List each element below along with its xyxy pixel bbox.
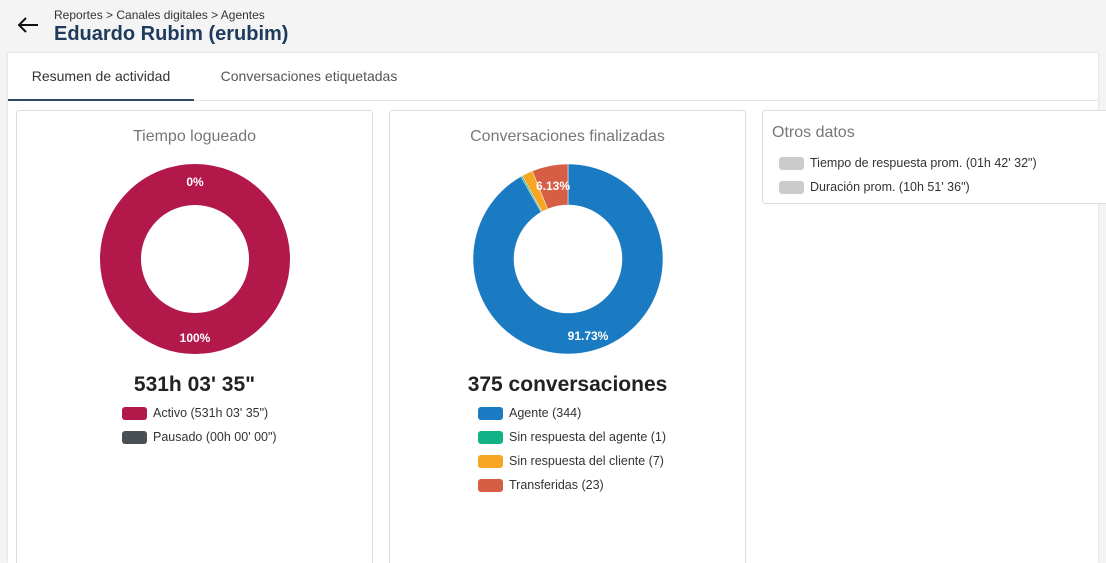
legend-swatch-no-client-response	[478, 454, 503, 468]
legend-swatch-active	[122, 406, 147, 420]
legend-label-agent: Agente (344)	[509, 406, 582, 420]
tab-bar: Resumen de actividad Conversaciones etiq…	[8, 53, 1098, 101]
conversations-title: Conversaciones finalizadas	[470, 128, 665, 145]
logged-time-legend: Activo (531h 03' 35") Pausado (00h 00' 0…	[122, 401, 277, 449]
tab-activity-summary[interactable]: Resumen de actividad	[8, 53, 194, 101]
legend-swatch-paused	[122, 430, 147, 444]
tab-tagged-conversations[interactable]: Conversaciones etiquetadas	[220, 68, 398, 84]
logged-time-card: Tiempo logueado 100% 0% 531h 03' 35" Acti…	[16, 110, 373, 563]
legend-label-active: Activo (531h 03' 35")	[153, 406, 269, 420]
back-arrow-icon[interactable]	[14, 12, 42, 38]
legend-label-transferred: Transferidas (23)	[509, 478, 604, 492]
other-swatch-duration	[779, 180, 804, 194]
legend-swatch-no-agent-response	[478, 430, 503, 444]
legend-item-active[interactable]: Activo (531h 03' 35")	[122, 401, 277, 425]
other-data-legend: Tiempo de respuesta prom. (01h 42' 32") …	[779, 151, 1037, 199]
logged-time-donut-chart: 100% 0%	[100, 164, 290, 354]
other-label-response-time: Tiempo de respuesta prom. (01h 42' 32")	[810, 156, 1037, 170]
donut-slice-label-0: 91.73%	[568, 329, 609, 343]
donut-slice-label-0: 100%	[180, 331, 211, 345]
legend-item-agent[interactable]: Agente (344)	[478, 401, 666, 425]
other-data-title: Otros datos	[772, 124, 855, 141]
page-header: Reportes > Canales digitales > Agentes E…	[0, 0, 1106, 52]
breadcrumb[interactable]: Reportes > Canales digitales > Agentes	[54, 8, 265, 22]
legend-item-transferred[interactable]: Transferidas (23)	[478, 473, 666, 497]
conversations-donut-chart: 91.73% 6.13%	[472, 163, 664, 355]
conversations-card: Conversaciones finalizadas 91.73% 6.13% 3…	[389, 110, 746, 563]
legend-item-paused[interactable]: Pausado (00h 00' 00")	[122, 425, 277, 449]
legend-swatch-transferred	[478, 478, 503, 492]
other-item-duration[interactable]: Duración prom. (10h 51' 36")	[779, 175, 1037, 199]
legend-label-paused: Pausado (00h 00' 00")	[153, 430, 277, 444]
legend-item-no-agent-response[interactable]: Sin respuesta del agente (1)	[478, 425, 666, 449]
other-label-duration: Duración prom. (10h 51' 36")	[810, 180, 970, 194]
other-item-response-time[interactable]: Tiempo de respuesta prom. (01h 42' 32")	[779, 151, 1037, 175]
page-title: Eduardo Rubim (erubim)	[54, 23, 289, 45]
legend-swatch-agent	[478, 406, 503, 420]
donut-slice-3[interactable]	[531, 163, 569, 210]
legend-item-no-client-response[interactable]: Sin respuesta del cliente (7)	[478, 449, 666, 473]
logged-time-title: Tiempo logueado	[132, 128, 257, 145]
other-swatch-response-time	[779, 156, 804, 170]
legend-label-no-client-response: Sin respuesta del cliente (7)	[509, 454, 664, 468]
donut-slice-0[interactable]	[100, 164, 290, 354]
logged-time-total: 531h 03' 35"	[133, 373, 256, 396]
conversations-total: 375 conversaciones	[467, 373, 668, 396]
donut-slice-label-1: 0%	[186, 175, 204, 189]
donut-slice-label-3: 6.13%	[536, 179, 570, 193]
donut-slice-0[interactable]	[472, 163, 664, 355]
other-data-card: Otros datos Tiempo de respuesta prom. (0…	[762, 110, 1106, 204]
legend-label-no-agent-response: Sin respuesta del agente (1)	[509, 430, 667, 444]
conversations-legend: Agente (344) Sin respuesta del agente (1…	[478, 401, 666, 497]
